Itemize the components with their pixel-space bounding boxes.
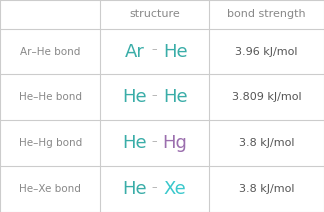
Text: –: – bbox=[152, 182, 157, 192]
Text: He: He bbox=[122, 88, 147, 106]
Text: Ar–He bond: Ar–He bond bbox=[20, 47, 80, 57]
Text: –: – bbox=[152, 90, 157, 100]
Text: –: – bbox=[152, 136, 157, 146]
Text: Hg: Hg bbox=[163, 134, 188, 152]
Text: He: He bbox=[122, 180, 147, 198]
Text: 3.8 kJ/mol: 3.8 kJ/mol bbox=[239, 184, 294, 194]
Text: 3.8 kJ/mol: 3.8 kJ/mol bbox=[239, 138, 294, 148]
Text: He–Hg bond: He–Hg bond bbox=[18, 138, 82, 148]
Text: He–He bond: He–He bond bbox=[19, 92, 82, 102]
Text: He: He bbox=[122, 134, 147, 152]
Text: 3.96 kJ/mol: 3.96 kJ/mol bbox=[235, 47, 298, 57]
Text: –: – bbox=[152, 45, 157, 54]
Text: 3.809 kJ/mol: 3.809 kJ/mol bbox=[232, 92, 301, 102]
Text: structure: structure bbox=[129, 9, 180, 19]
Text: He: He bbox=[163, 88, 188, 106]
Text: He: He bbox=[163, 43, 188, 61]
Text: Ar: Ar bbox=[125, 43, 145, 61]
Text: Xe: Xe bbox=[164, 180, 187, 198]
Text: bond strength: bond strength bbox=[227, 9, 306, 19]
Text: He–Xe bond: He–Xe bond bbox=[19, 184, 81, 194]
